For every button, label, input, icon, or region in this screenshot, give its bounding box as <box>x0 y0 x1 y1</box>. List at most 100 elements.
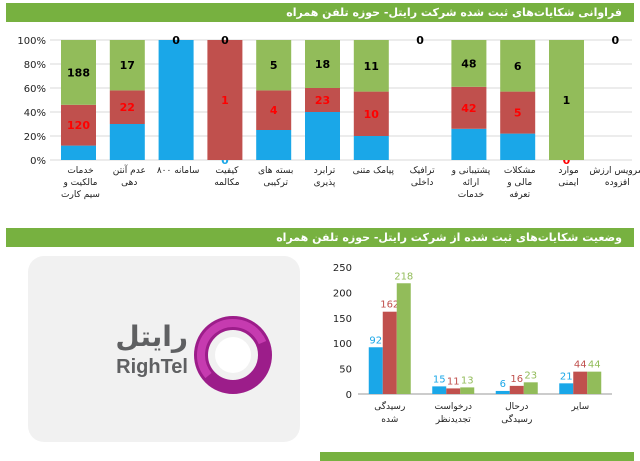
complaint-status-chart: 0 50 100 150 200 250 92 162 218 رسیدگی شده 15 11 13 در… <box>333 263 612 425</box>
y-tick-label: 150 <box>333 314 352 325</box>
data-label-red: 0 <box>563 154 571 167</box>
data-label-green: 44 <box>588 360 601 371</box>
data-label-green: 188 <box>67 66 90 79</box>
data-label-red: 42 <box>461 102 476 115</box>
data-label-green: 218 <box>394 271 413 282</box>
data-label-green: 13 <box>461 375 474 386</box>
x-category-label: رسیدگی شده <box>374 400 405 425</box>
bar-green <box>523 382 538 394</box>
data-label-green: 18 <box>315 58 330 71</box>
bar-segment-green <box>353 40 389 92</box>
x-category-label: کیفیت مکالمه <box>214 166 239 188</box>
data-label-red: 23 <box>315 94 330 107</box>
data-label-blue: 6 <box>500 379 506 390</box>
bar-red <box>382 311 397 394</box>
bar-red <box>573 371 588 394</box>
bar-segment-red <box>353 91 389 136</box>
bar-segment-green <box>305 40 340 88</box>
data-label-red: 5 <box>514 107 522 120</box>
bar-segment-blue <box>305 112 340 160</box>
data-label-green: 23 <box>524 370 537 381</box>
x-category-label: بسته های ترکیبی <box>258 166 293 188</box>
data-label-red: 22 <box>120 101 135 114</box>
y-tick-label: 20% <box>24 132 46 143</box>
data-label-green: 17 <box>120 59 135 72</box>
y-tick-label: 250 <box>333 263 352 274</box>
chart2-title-band: وضعیت شکایات‌های ثبت شده از شرکت رایتل- … <box>6 228 634 247</box>
data-label-green: 5 <box>270 59 278 72</box>
y-tick-label: 100 <box>333 339 352 350</box>
x-category-label: پیامک متنی <box>353 166 395 176</box>
bar-segment-red <box>109 90 145 124</box>
x-category-label: سرویس ارزش افزوده <box>589 166 640 188</box>
bar-blue <box>368 347 383 394</box>
bar-segment-red <box>305 88 340 112</box>
data-label-top: 0 <box>611 34 619 47</box>
bar-green <box>460 387 475 394</box>
data-label-red: 44 <box>574 360 587 371</box>
data-label-blue: 15 <box>433 374 446 385</box>
bar-segment-red <box>61 104 96 146</box>
bar-blue <box>432 386 447 394</box>
x-category-label: ترابرد پذیری <box>314 166 336 188</box>
chart2-title: وضعیت شکایات‌های ثبت شده از شرکت رایتل- … <box>276 231 622 244</box>
data-label-top: 0 <box>172 34 180 47</box>
bar-segment-green <box>451 40 487 87</box>
bar-red <box>446 388 461 394</box>
data-label-red: 162 <box>380 300 399 311</box>
bar-blue <box>559 383 574 394</box>
data-label-green: 1 <box>563 94 571 107</box>
bar-segment-blue <box>109 124 145 160</box>
y-tick-label: 100% <box>17 36 46 47</box>
data-label-blue: 21 <box>560 371 573 382</box>
bar-segment-blue <box>158 40 194 160</box>
data-label-red: 10 <box>364 108 380 121</box>
data-label-red: 16 <box>510 374 523 385</box>
bar-segment-blue <box>353 136 389 160</box>
data-label-red: 4 <box>270 104 278 117</box>
y-tick-label: 40% <box>24 108 46 119</box>
bar-green <box>396 283 411 394</box>
x-category-label: درخواست تجدیدنظر <box>435 402 472 425</box>
bar-segment-blue <box>500 133 536 160</box>
bar-segment-green <box>109 40 145 91</box>
chart1-title: فراوانی شکایات‌های ثبت شده شرکت رایتل- ح… <box>286 6 622 19</box>
bar-red <box>509 385 524 394</box>
data-label-blue: 0 <box>221 154 229 167</box>
bottom-band <box>320 452 634 461</box>
rightel-logo-card: رایتل RighTel <box>28 256 300 442</box>
bar-segment-red <box>207 40 243 160</box>
complaint-frequency-chart: 0% 20% 40% 60% 80% 100% 120 188 خدمات مالکیت و سیم… <box>17 34 640 200</box>
bar-segment-blue <box>451 128 487 160</box>
x-category-label: ترافیک داخلی <box>410 166 436 188</box>
data-label-red: 11 <box>447 376 460 387</box>
x-category-label: موارد ایمنی <box>558 166 579 188</box>
logo-wordmark-latin: RighTel <box>116 356 188 378</box>
bar-segment-blue <box>256 130 292 160</box>
x-category-label: خدمات مالکیت و سیم کارت <box>61 166 100 200</box>
data-label-blue: 92 <box>369 335 382 346</box>
bar-segment-green <box>256 40 292 91</box>
data-label-green: 48 <box>461 57 476 70</box>
bar-segment-red <box>256 90 292 130</box>
bar-segment-green <box>549 40 584 160</box>
chart1-title-band: فراوانی شکایات‌های ثبت شده شرکت رایتل- ح… <box>6 3 634 22</box>
x-category-label: سامانه ۸۰۰ <box>157 166 200 176</box>
logo-wordmark-persian: رایتل <box>115 320 188 353</box>
x-category-label: سایر <box>570 402 589 412</box>
rightel-ring-icon <box>194 316 272 394</box>
bar-segment-red <box>500 91 536 134</box>
x-category-label: مشکلات مالی و تعرفه <box>504 166 536 200</box>
y-tick-label: 0 <box>346 390 352 401</box>
x-category-label: عدم آنتن دهی <box>113 164 146 188</box>
y-tick-label: 60% <box>24 84 46 95</box>
data-label-red: 1 <box>221 94 229 107</box>
bar-blue <box>495 390 510 394</box>
bar-segment-green <box>61 40 96 105</box>
bar-green <box>587 371 602 394</box>
data-label-green: 11 <box>364 60 379 73</box>
data-label-red: 120 <box>67 119 90 132</box>
y-tick-label: 50 <box>339 365 352 376</box>
y-tick-label: 200 <box>333 288 352 299</box>
y-tick-label: 80% <box>24 60 46 71</box>
